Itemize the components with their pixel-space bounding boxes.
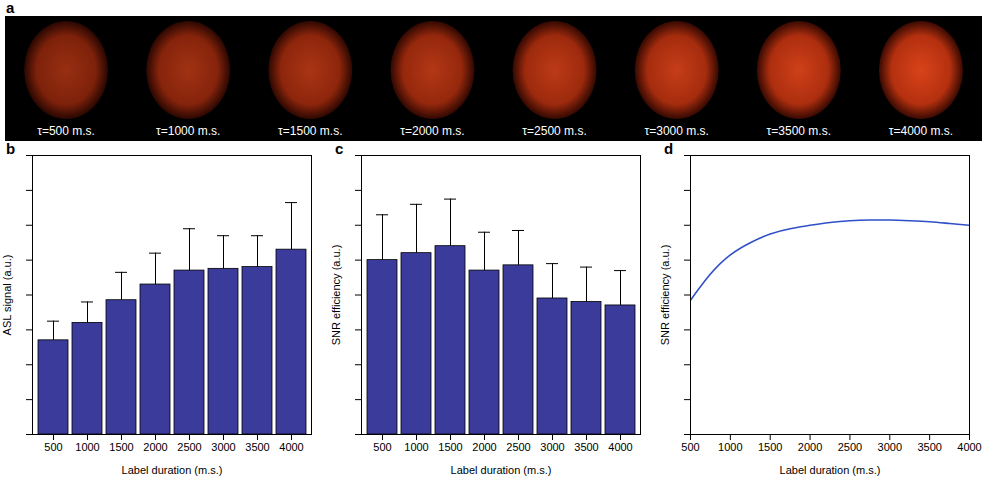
svg-text:1000: 1000	[75, 441, 99, 453]
svg-text:1000: 1000	[404, 441, 428, 453]
svg-text:τ=1500 m.s.: τ=1500 m.s.	[278, 124, 342, 138]
svg-text:τ=4000 m.s.: τ=4000 m.s.	[889, 124, 953, 138]
svg-text:3000: 3000	[540, 441, 564, 453]
svg-text:500: 500	[681, 441, 699, 453]
svg-text:1000: 1000	[718, 441, 742, 453]
svg-text:τ=3000 m.s.: τ=3000 m.s.	[644, 124, 708, 138]
svg-text:1500: 1500	[109, 441, 133, 453]
svg-text:2500: 2500	[506, 441, 530, 453]
svg-text:3500: 3500	[574, 441, 598, 453]
svg-text:4000: 4000	[957, 441, 981, 453]
svg-text:4000: 4000	[608, 441, 632, 453]
html-text:d: d	[664, 140, 674, 157]
html-text:a: a	[6, 0, 15, 16]
svg-text:4000: 4000	[279, 441, 303, 453]
svg-text:500: 500	[44, 441, 62, 453]
svg-text:Label duration (m.s.): Label duration (m.s.)	[780, 464, 881, 476]
html-text:b: b	[6, 140, 16, 157]
svg-text:τ=3500 m.s.: τ=3500 m.s.	[767, 124, 831, 138]
svg-text:3000: 3000	[878, 441, 902, 453]
svg-text:τ=2000 m.s.: τ=2000 m.s.	[400, 124, 464, 138]
svg-text:2500: 2500	[838, 441, 862, 453]
svg-text:2000: 2000	[143, 441, 167, 453]
svg-text:3500: 3500	[917, 441, 941, 453]
svg-text:ASL signal (a.u.): ASL signal (a.u.)	[1, 255, 13, 336]
svg-text:3000: 3000	[211, 441, 235, 453]
svg-text:2000: 2000	[472, 441, 496, 453]
svg-text:Label duration (m.s.): Label duration (m.s.)	[122, 464, 223, 476]
svg-text:τ=1000 m.s.: τ=1000 m.s.	[156, 124, 220, 138]
svg-text:2000: 2000	[798, 441, 822, 453]
svg-text:SNR efficiency (a.u.): SNR efficiency (a.u.)	[330, 245, 342, 346]
svg-text:3500: 3500	[245, 441, 269, 453]
svg-text:500: 500	[373, 441, 391, 453]
svg-text:1500: 1500	[438, 441, 462, 453]
html-text:c: c	[335, 140, 344, 157]
svg-text:τ=500 m.s.: τ=500 m.s.	[37, 124, 95, 138]
svg-text:Label duration (m.s.): Label duration (m.s.)	[451, 464, 552, 476]
svg-text:SNR efficiency (a.u.): SNR efficiency (a.u.)	[659, 245, 671, 346]
svg-text:2500: 2500	[177, 441, 201, 453]
svg-text:τ=2500 m.s.: τ=2500 m.s.	[522, 124, 586, 138]
svg-text:1500: 1500	[758, 441, 782, 453]
